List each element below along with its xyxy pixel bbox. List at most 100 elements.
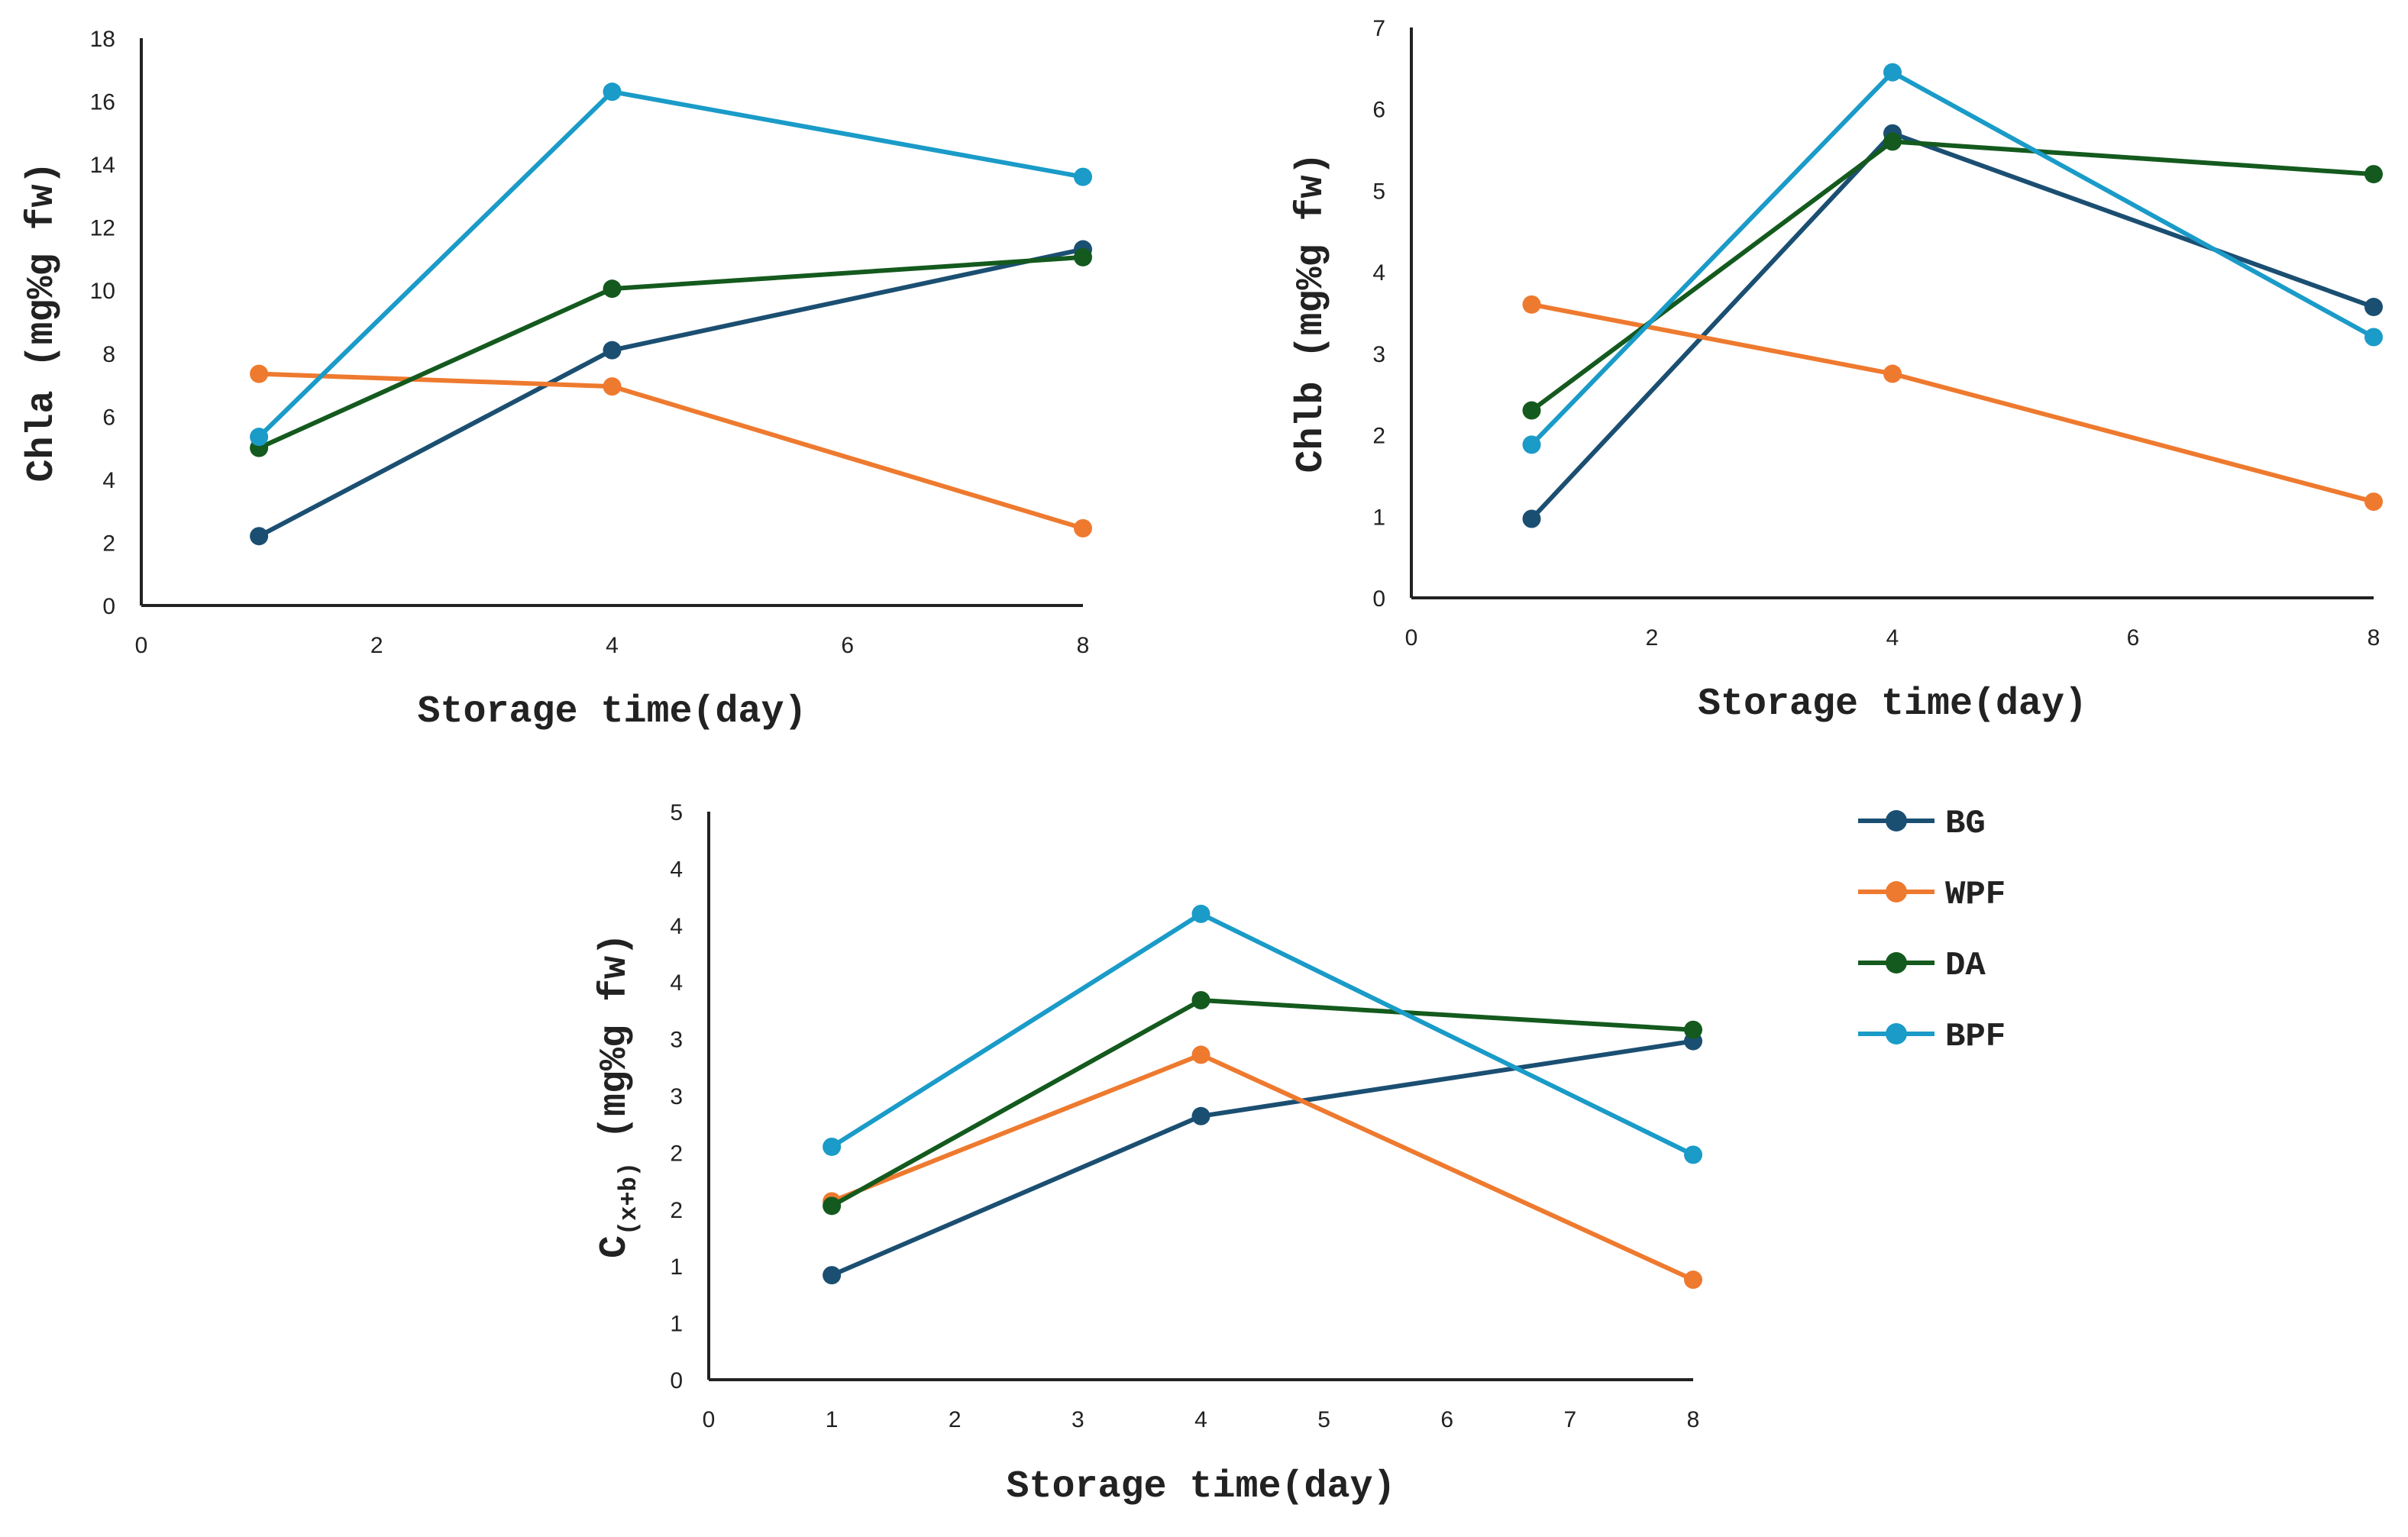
series-bpf	[823, 904, 1702, 1164]
y-tick-label: 2	[670, 1198, 683, 1223]
data-point-wpf	[2364, 492, 2383, 512]
data-point-bpf	[603, 82, 622, 102]
data-point-bpf	[1191, 904, 1210, 923]
chart-chlb: 0 1 2 3 4 5 6 7 0 2 4 6 8 Storage time(day) Chlb (mg%g…	[1290, 16, 2383, 726]
data-point-bpf	[1684, 1145, 1702, 1164]
series-bpf	[1522, 63, 2383, 454]
y-tick-label: 10	[90, 279, 115, 304]
series-line-bpf	[830, 911, 1695, 1158]
data-point-wpf	[1522, 295, 1541, 314]
y-tick-label: 4	[102, 468, 115, 493]
data-point-wpf	[603, 377, 622, 396]
y-tick-label: 6	[1372, 98, 1385, 123]
legend: BG WPF DA BPF	[1858, 805, 2006, 1056]
y-tick-label: 5	[1372, 179, 1385, 204]
data-point-da	[1684, 1020, 1702, 1039]
series-wpf	[1522, 295, 2383, 512]
y-tick-label: 4	[1372, 260, 1385, 286]
data-point-bg	[2364, 298, 2383, 317]
data-point-bpf	[250, 428, 269, 447]
y-axis-title: C(x+b) (mg%g fw)	[593, 933, 643, 1258]
y-tick-label: 3	[1372, 342, 1385, 367]
series-line-da	[830, 998, 1694, 1208]
y-tick-label: 18	[90, 27, 115, 52]
y-tick-label: 3	[670, 1084, 683, 1109]
data-point-bpf	[1074, 167, 1092, 186]
series-wpf	[823, 1045, 1702, 1290]
legend-item-bpf: BPF	[1858, 1018, 2006, 1056]
y-tick-label: 16	[90, 90, 115, 115]
x-tick-label: 6	[1440, 1407, 1453, 1432]
y-axis-title: Chlb (mg%g fw)	[1290, 152, 1333, 473]
y-tick-label: 0	[670, 1368, 683, 1393]
series-bg	[823, 1032, 1702, 1285]
data-point-da	[823, 1196, 842, 1216]
legend-item-bg: BG	[1858, 805, 1986, 843]
x-tick-label: 2	[949, 1407, 962, 1432]
chart-chla: 0 2 4 6 8 10 12 14 16 18 0 2 4 6 8 Storage time(day) Chl…	[21, 27, 1092, 734]
y-tick-label: 4	[670, 914, 683, 939]
data-point-bg	[250, 527, 269, 546]
x-tick-label: 4	[606, 633, 619, 658]
y-tick-label: 2	[1372, 424, 1385, 449]
x-tick-label: 2	[1646, 625, 1659, 651]
x-axis-title: Storage time(day)	[1006, 1465, 1395, 1509]
series-wpf	[250, 364, 1092, 538]
x-tick-label: 1	[826, 1407, 839, 1432]
x-tick-label: 6	[2127, 625, 2140, 651]
data-point-bpf	[1883, 63, 1902, 82]
legend-swatch-marker	[1886, 1023, 1907, 1045]
data-point-bpf	[823, 1137, 842, 1156]
y-tick-label: 4	[670, 970, 683, 996]
x-tick-label: 2	[370, 633, 383, 658]
series-line-wpf	[259, 371, 1084, 531]
data-point-da	[1522, 401, 1541, 420]
y-tick-label: 0	[1372, 586, 1385, 612]
series-line-wpf	[831, 1052, 1695, 1282]
x-tick-label: 8	[1687, 1407, 1700, 1432]
legend-swatch-marker	[1886, 952, 1907, 974]
x-tick-label: 0	[1405, 625, 1418, 651]
series-line-bg	[1530, 131, 2375, 521]
y-tick-label: 1	[1372, 505, 1385, 530]
y-axis-title: Chla (mg%g fw)	[21, 161, 64, 482]
data-point-da	[1191, 991, 1210, 1010]
data-point-wpf	[1684, 1271, 1702, 1290]
y-tick-label: 5	[670, 800, 683, 825]
x-tick-label: 4	[1886, 625, 1899, 651]
y-tick-label: 2	[102, 531, 115, 556]
y-tick-label: 7	[1372, 16, 1385, 41]
data-point-wpf	[1074, 518, 1092, 538]
x-tick-label: 3	[1071, 1407, 1084, 1432]
y-tick-label: 6	[102, 405, 115, 430]
data-point-da	[1883, 132, 1902, 151]
series-line-da	[1530, 139, 2374, 412]
series-line-wpf	[1530, 302, 2374, 504]
x-tick-label: 8	[1077, 633, 1090, 658]
y-tick-label: 8	[102, 342, 115, 367]
data-point-bg	[1191, 1106, 1210, 1125]
x-tick-label: 4	[1194, 1407, 1207, 1432]
x-axis-title: Storage time(day)	[1698, 683, 2087, 726]
data-point-bpf	[1522, 435, 1541, 454]
data-point-bg	[1522, 509, 1541, 528]
series-da	[823, 991, 1702, 1216]
y-tick-label: 3	[670, 1028, 683, 1053]
data-point-da	[1074, 247, 1092, 266]
series-line-bg	[830, 1038, 1694, 1277]
legend-item-wpf: WPF	[1858, 876, 2006, 914]
legend-label: BPF	[1945, 1018, 2006, 1056]
data-point-wpf	[1191, 1045, 1210, 1064]
legend-label: DA	[1945, 947, 1986, 985]
y-tick-label: 1	[670, 1312, 683, 1337]
x-tick-label: 6	[841, 633, 854, 658]
data-point-bg	[603, 341, 622, 360]
legend-item-da: DA	[1858, 947, 1986, 985]
y-tick-label: 2	[670, 1141, 683, 1166]
series-bpf	[250, 82, 1092, 447]
legend-swatch-marker	[1886, 810, 1907, 831]
x-tick-label: 7	[1564, 1407, 1577, 1432]
series-da	[250, 247, 1092, 457]
series-da	[1522, 132, 2383, 420]
